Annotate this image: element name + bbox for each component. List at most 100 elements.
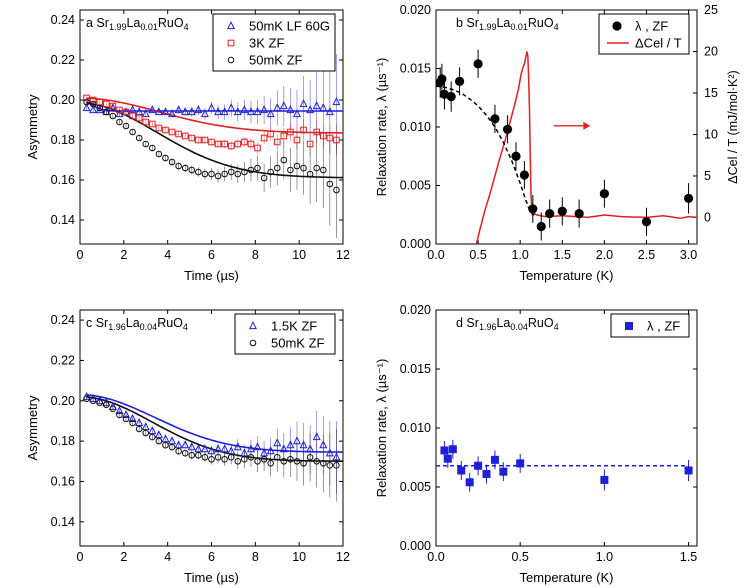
data-point xyxy=(273,138,281,146)
data-point xyxy=(148,105,157,114)
data-point xyxy=(220,444,229,453)
data-point xyxy=(482,470,491,479)
data-point xyxy=(260,455,268,463)
y2-tick-label: 5 xyxy=(704,169,711,183)
data-point xyxy=(267,130,274,138)
data-point xyxy=(293,162,301,170)
data-point xyxy=(683,193,694,203)
data-point xyxy=(333,462,340,469)
data-point xyxy=(194,105,203,114)
y-tick-label: 0.000 xyxy=(400,539,431,553)
x-tick-label: 0 xyxy=(77,248,84,262)
data-point xyxy=(155,150,163,158)
data-point xyxy=(241,168,248,176)
data-point xyxy=(333,186,340,194)
data-point xyxy=(312,432,321,441)
data-point xyxy=(240,448,249,457)
data-point xyxy=(490,114,500,124)
data-point xyxy=(287,166,294,174)
data-point xyxy=(474,461,483,470)
data-point xyxy=(333,136,340,144)
data-point xyxy=(194,444,203,453)
data-point xyxy=(253,442,262,451)
data-point xyxy=(446,91,456,102)
x-tick-label: 10 xyxy=(292,248,306,262)
y-tick-label: 0.22 xyxy=(51,53,75,67)
legend-label: 1.5K ZF xyxy=(271,319,317,334)
data-point xyxy=(227,142,235,150)
y2-tick-label: 25 xyxy=(704,3,718,17)
y-tick-label: 0.010 xyxy=(400,421,431,435)
data-point xyxy=(319,103,328,112)
data-point xyxy=(220,107,229,116)
data-point xyxy=(287,455,294,463)
y2-tick-label: 0 xyxy=(704,210,711,224)
data-point xyxy=(273,438,282,447)
y-tick-label: 0.005 xyxy=(400,179,431,193)
data-point xyxy=(502,124,513,134)
x-tick-label: 0 xyxy=(77,550,84,564)
data-point xyxy=(208,170,215,178)
x-tick-label: 8 xyxy=(252,248,259,262)
data-point xyxy=(142,429,150,437)
data-point xyxy=(115,109,124,118)
data-point xyxy=(89,397,97,405)
specific-heat-line xyxy=(475,51,698,245)
data-point xyxy=(234,170,242,178)
data-point xyxy=(174,105,183,114)
data-point xyxy=(273,453,281,461)
fit-curve xyxy=(86,102,343,179)
y-tick-label: 0.015 xyxy=(400,62,431,76)
data-point xyxy=(149,433,156,441)
data-point xyxy=(214,107,223,116)
data-point xyxy=(115,405,124,414)
data-point xyxy=(519,170,530,180)
data-point xyxy=(135,418,144,427)
data-point xyxy=(103,100,110,108)
y-axis-label: Relaxation rate, λ (µs⁻¹) xyxy=(374,359,389,498)
data-point xyxy=(313,457,321,465)
data-point xyxy=(200,109,209,118)
data-point xyxy=(319,440,328,449)
legend-box xyxy=(598,13,690,55)
data-point xyxy=(129,128,136,136)
data-point xyxy=(293,136,301,144)
x-tick-label: 0.5 xyxy=(469,248,486,262)
data-point xyxy=(516,459,525,468)
legend-marker xyxy=(249,339,257,347)
data-point xyxy=(260,174,268,182)
data-point xyxy=(148,426,157,435)
data-point xyxy=(141,109,150,118)
data-point xyxy=(208,138,215,146)
data-point xyxy=(325,448,334,457)
data-point xyxy=(155,437,163,445)
data-point xyxy=(490,455,499,464)
data-point xyxy=(162,126,169,134)
data-point xyxy=(195,136,202,144)
data-point xyxy=(574,208,584,219)
data-point xyxy=(109,112,117,120)
legend-marker xyxy=(625,322,633,330)
y-tick-label: 0.015 xyxy=(400,362,431,376)
data-point xyxy=(286,440,295,449)
data-point xyxy=(234,140,242,148)
data-point xyxy=(109,405,117,413)
data-point xyxy=(227,446,236,455)
data-point xyxy=(292,436,301,445)
data-point xyxy=(82,103,91,112)
legend-label: 50mK ZF xyxy=(249,53,303,68)
legend-box xyxy=(234,313,336,355)
data-point xyxy=(142,118,150,126)
data-point xyxy=(135,114,143,122)
data-point xyxy=(253,107,262,116)
data-point xyxy=(234,457,242,465)
data-point xyxy=(260,448,269,457)
y-tick-label: 0.020 xyxy=(400,3,431,17)
panel-d: 0.0 0.5 1.0 1.5 0.000 0.005 0.010 0.015 0.020 Tem… xyxy=(374,303,698,585)
data-point xyxy=(116,411,123,419)
data-point xyxy=(247,166,255,174)
panel-b: 0.0 0.5 1.0 1.5 2.0 2.5 3.0 0.000 0.005 0.010 0.01… xyxy=(374,3,740,283)
data-point xyxy=(266,109,275,118)
data-point xyxy=(313,164,321,172)
panel-c: 0 2 4 6 8 10 12 0.14 0.16 0.18 0.20 0.22 0.24 Time (µ… xyxy=(25,309,350,585)
